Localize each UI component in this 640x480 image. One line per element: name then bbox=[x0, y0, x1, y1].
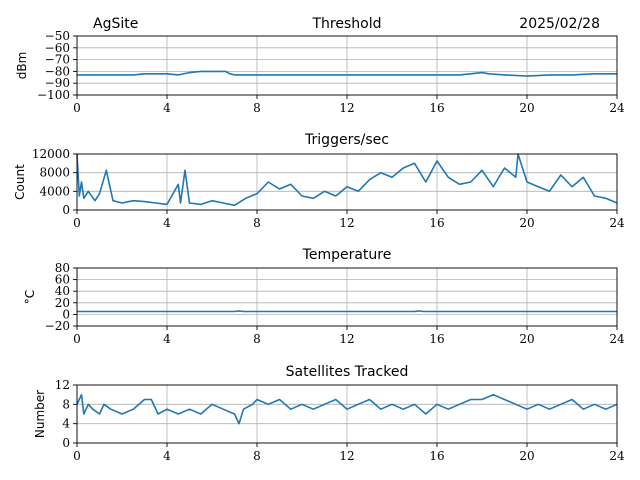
threshold-ytick-label-0: −100 bbox=[37, 88, 70, 102]
temperature-ytick-label-4: 60 bbox=[55, 273, 70, 287]
threshold-title: Threshold bbox=[312, 16, 382, 32]
triggers-xtick-label-5: 20 bbox=[519, 216, 534, 230]
triggers-xtick-label-6: 24 bbox=[609, 216, 625, 230]
temperature-ytick-label-1: 0 bbox=[62, 307, 70, 321]
satellites-xtick-label-0: 0 bbox=[73, 449, 81, 463]
triggers-ytick-label-3: 12000 bbox=[32, 147, 70, 161]
triggers-title: Triggers/sec bbox=[304, 132, 389, 148]
satellites-ytick-label-0: 0 bbox=[62, 436, 70, 450]
satellites-ytick-label-2: 8 bbox=[62, 397, 70, 411]
satellites-series-line-0 bbox=[76, 393, 618, 425]
satellites-xtick-label-2: 8 bbox=[253, 449, 261, 463]
threshold-ylabel: dBm bbox=[15, 52, 29, 80]
triggers-series-line-0 bbox=[76, 153, 618, 207]
triggers-ytick-label-0: 0 bbox=[62, 203, 70, 217]
triggers-ytick-label-2: 8000 bbox=[39, 166, 70, 180]
site-name: AgSite bbox=[93, 16, 138, 32]
triggers-xtick-label-2: 8 bbox=[253, 216, 261, 230]
triggers-xtick-label-4: 16 bbox=[429, 216, 444, 230]
date-label: 2025/02/28 bbox=[519, 16, 600, 32]
temperature-xtick-label-2: 8 bbox=[253, 332, 261, 346]
triggers-ytick-label-1: 4000 bbox=[39, 184, 70, 198]
temperature-xtick-label-0: 0 bbox=[73, 332, 81, 346]
chart-panel-satellites: 0 4 8 12 16 20 24 0 4 8 12 Satellites Tracked Number bbox=[33, 364, 625, 463]
temperature-ytick-label-2: 20 bbox=[55, 296, 70, 310]
satellites-xtick-label-3: 12 bbox=[339, 449, 354, 463]
triggers-xtick-label-0: 0 bbox=[73, 216, 81, 230]
temperature-ylabel: °C bbox=[23, 290, 37, 304]
threshold-ytick-label-1: −90 bbox=[45, 76, 70, 90]
satellites-ytick-label-1: 4 bbox=[62, 417, 70, 431]
threshold-xtick-label-0: 0 bbox=[73, 101, 81, 115]
temperature-xtick-label-3: 12 bbox=[339, 332, 354, 346]
triggers-ylabel: Count bbox=[13, 164, 27, 200]
threshold-xtick-label-3: 12 bbox=[339, 101, 354, 115]
temperature-xtick-label-4: 16 bbox=[429, 332, 444, 346]
satellites-xtick-label-1: 4 bbox=[163, 449, 171, 463]
threshold-ytick-label-3: −70 bbox=[45, 53, 70, 67]
threshold-ytick-label-2: −80 bbox=[45, 64, 70, 78]
threshold-xtick-label-6: 24 bbox=[609, 101, 625, 115]
triggers-xtick-label-1: 4 bbox=[163, 216, 171, 230]
temperature-series-line-0 bbox=[77, 310, 617, 313]
temperature-ytick-label-0: −20 bbox=[45, 319, 70, 333]
triggers-xtick-label-3: 12 bbox=[339, 216, 354, 230]
satellites-ytick-label-3: 12 bbox=[55, 378, 70, 392]
threshold-xtick-label-1: 4 bbox=[163, 101, 171, 115]
threshold-ytick-label-5: −50 bbox=[45, 29, 70, 43]
threshold-xtick-label-2: 8 bbox=[253, 101, 261, 115]
threshold-xtick-label-4: 16 bbox=[429, 101, 444, 115]
threshold-ytick-label-4: −60 bbox=[45, 41, 70, 55]
temperature-xtick-label-1: 4 bbox=[163, 332, 171, 346]
satellites-title: Satellites Tracked bbox=[286, 364, 409, 380]
satellites-ylabel: Number bbox=[33, 390, 47, 438]
satellites-xtick-label-6: 24 bbox=[609, 449, 625, 463]
temperature-ytick-label-5: 80 bbox=[55, 261, 70, 275]
temperature-ytick-label-3: 40 bbox=[55, 284, 70, 298]
threshold-xtick-label-5: 20 bbox=[519, 101, 534, 115]
chart-panels: 0 4 8 12 16 20 24 −100−90−80−70−60−50 Threshold d… bbox=[13, 16, 625, 463]
temperature-title: Temperature bbox=[302, 247, 392, 263]
threshold-series-line-0 bbox=[77, 70, 617, 77]
satellites-xtick-label-5: 20 bbox=[519, 449, 534, 463]
chart-panel-threshold: 0 4 8 12 16 20 24 −100−90−80−70−60−50 Threshold d… bbox=[15, 16, 625, 115]
satellites-xtick-label-4: 16 bbox=[429, 449, 444, 463]
temperature-xtick-label-6: 24 bbox=[609, 332, 625, 346]
temperature-xtick-label-5: 20 bbox=[519, 332, 534, 346]
chart-panel-triggers: 0 4 8 12 16 20 24 0 4000 8000 12000 Triggers/sec Cou… bbox=[13, 132, 625, 230]
